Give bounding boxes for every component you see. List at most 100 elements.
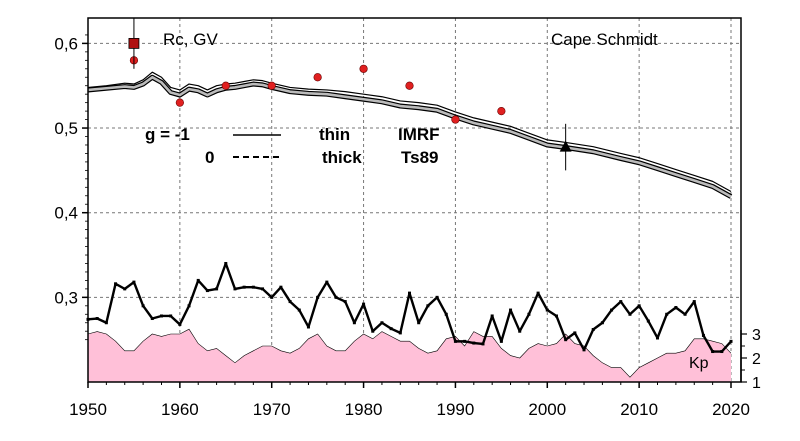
legend-thin-label: thin [319, 125, 350, 144]
x-tick-label: 1970 [253, 400, 291, 419]
rc-series-point [132, 280, 136, 284]
rc-series-point [352, 321, 356, 325]
rc-series-point [637, 304, 641, 308]
rc-series-point [674, 306, 678, 310]
rc-series-point [408, 291, 411, 295]
rc-series-point [389, 327, 393, 331]
legend-g-label: g = -1 [145, 125, 190, 144]
thin-line [87, 71, 732, 193]
rc-series-point [591, 328, 595, 332]
rc-series-point [371, 329, 375, 333]
x-tick-label: 2000 [528, 400, 566, 419]
rc-series-point [141, 304, 145, 308]
rc-series-point [362, 302, 366, 306]
rc-series-point [417, 321, 421, 325]
kp-line [87, 328, 732, 378]
thick-line [87, 75, 732, 198]
rc-series-point [711, 350, 715, 354]
square-marker [128, 37, 140, 49]
kp-fill [88, 329, 731, 382]
rc-series-point [481, 342, 485, 346]
right-axis: 1 2 3 [740, 327, 761, 392]
rc-series-point [380, 321, 384, 325]
rc-series-point [490, 314, 494, 318]
right-tick-label: 3 [752, 327, 761, 344]
data-point [405, 81, 414, 90]
rc-series-point [499, 339, 503, 343]
x-tick-label: 1960 [161, 400, 199, 419]
rc-series-point [472, 341, 476, 345]
chart-title: Cape Schmidt [551, 30, 658, 49]
rc-series-point [169, 314, 173, 318]
rc-series-point [656, 336, 660, 340]
rc-series-point [600, 321, 604, 325]
rc-series-point [178, 322, 182, 326]
x-tick-label: 2010 [620, 400, 658, 419]
rc-series-point [205, 289, 209, 293]
rc-series-point [187, 304, 191, 308]
rc-series-point [288, 300, 292, 304]
data-point [497, 107, 506, 116]
rc-series-point [628, 312, 632, 316]
legend-ts89-label: Ts89 [401, 148, 439, 167]
right-tick-label: 1 [752, 375, 761, 392]
rc-series-point [104, 321, 108, 325]
rc-series-point [554, 314, 558, 318]
rc-series-point [150, 317, 154, 321]
rc-series-point [316, 295, 320, 299]
rc-series-point [646, 319, 650, 323]
rc-series-point [426, 304, 430, 308]
rc-series-point [242, 285, 246, 289]
markers [128, 18, 572, 171]
data-point [221, 81, 230, 90]
legend: g = -1 thin IMRF 0 thick Ts89 [145, 125, 440, 167]
data-point [359, 64, 368, 73]
rc-series-point [729, 339, 733, 343]
data-point [175, 98, 184, 107]
x-tick-label: 1980 [345, 400, 383, 419]
legend-thick-label: thick [322, 148, 362, 167]
rc-series-point [527, 312, 531, 316]
y-axis-label: Rc, GV [163, 30, 218, 49]
lines [86, 71, 733, 354]
rc-series-point [123, 287, 127, 291]
rc-series-point [95, 317, 99, 321]
rc-series-point [334, 295, 338, 299]
y-tick-label: 0,4 [54, 204, 78, 223]
rc-series-point [279, 285, 283, 289]
rc-series-point [545, 308, 549, 312]
rc-series-point [665, 312, 669, 316]
rc-series-point [343, 300, 347, 304]
rc-series-point [325, 280, 329, 284]
rc-series-point [509, 308, 513, 312]
rc-series-point [683, 312, 687, 316]
rc-series-point [261, 287, 265, 291]
x-tick-label: 1950 [69, 400, 107, 419]
rc-series-point [159, 314, 163, 318]
rc-series-point [215, 287, 219, 291]
rc-series-point [619, 300, 623, 304]
data-point [267, 81, 276, 90]
rc-series-point [564, 338, 568, 342]
rc-series-point [536, 291, 540, 295]
rc-series-point [453, 339, 457, 343]
legend-zero-label: 0 [205, 148, 214, 167]
rc-series-point [435, 295, 439, 299]
x-tick-label: 2020 [712, 400, 750, 419]
rc-series-point [297, 308, 301, 312]
rc-series-point [196, 278, 200, 282]
triangle-marker [559, 140, 572, 152]
rc-series-point [573, 331, 577, 335]
rc-series-point [270, 295, 274, 299]
rc-series-point [224, 261, 228, 265]
y-tick-label: 0,5 [54, 119, 78, 138]
rc-series-point [251, 285, 255, 289]
rc-series-point [233, 287, 237, 291]
grid [88, 18, 741, 382]
x-tick-label: 1990 [437, 400, 475, 419]
rc-series-point [692, 300, 696, 304]
plot-area [88, 18, 741, 382]
rc-series-point [306, 325, 310, 329]
rc-series-point [610, 308, 614, 312]
